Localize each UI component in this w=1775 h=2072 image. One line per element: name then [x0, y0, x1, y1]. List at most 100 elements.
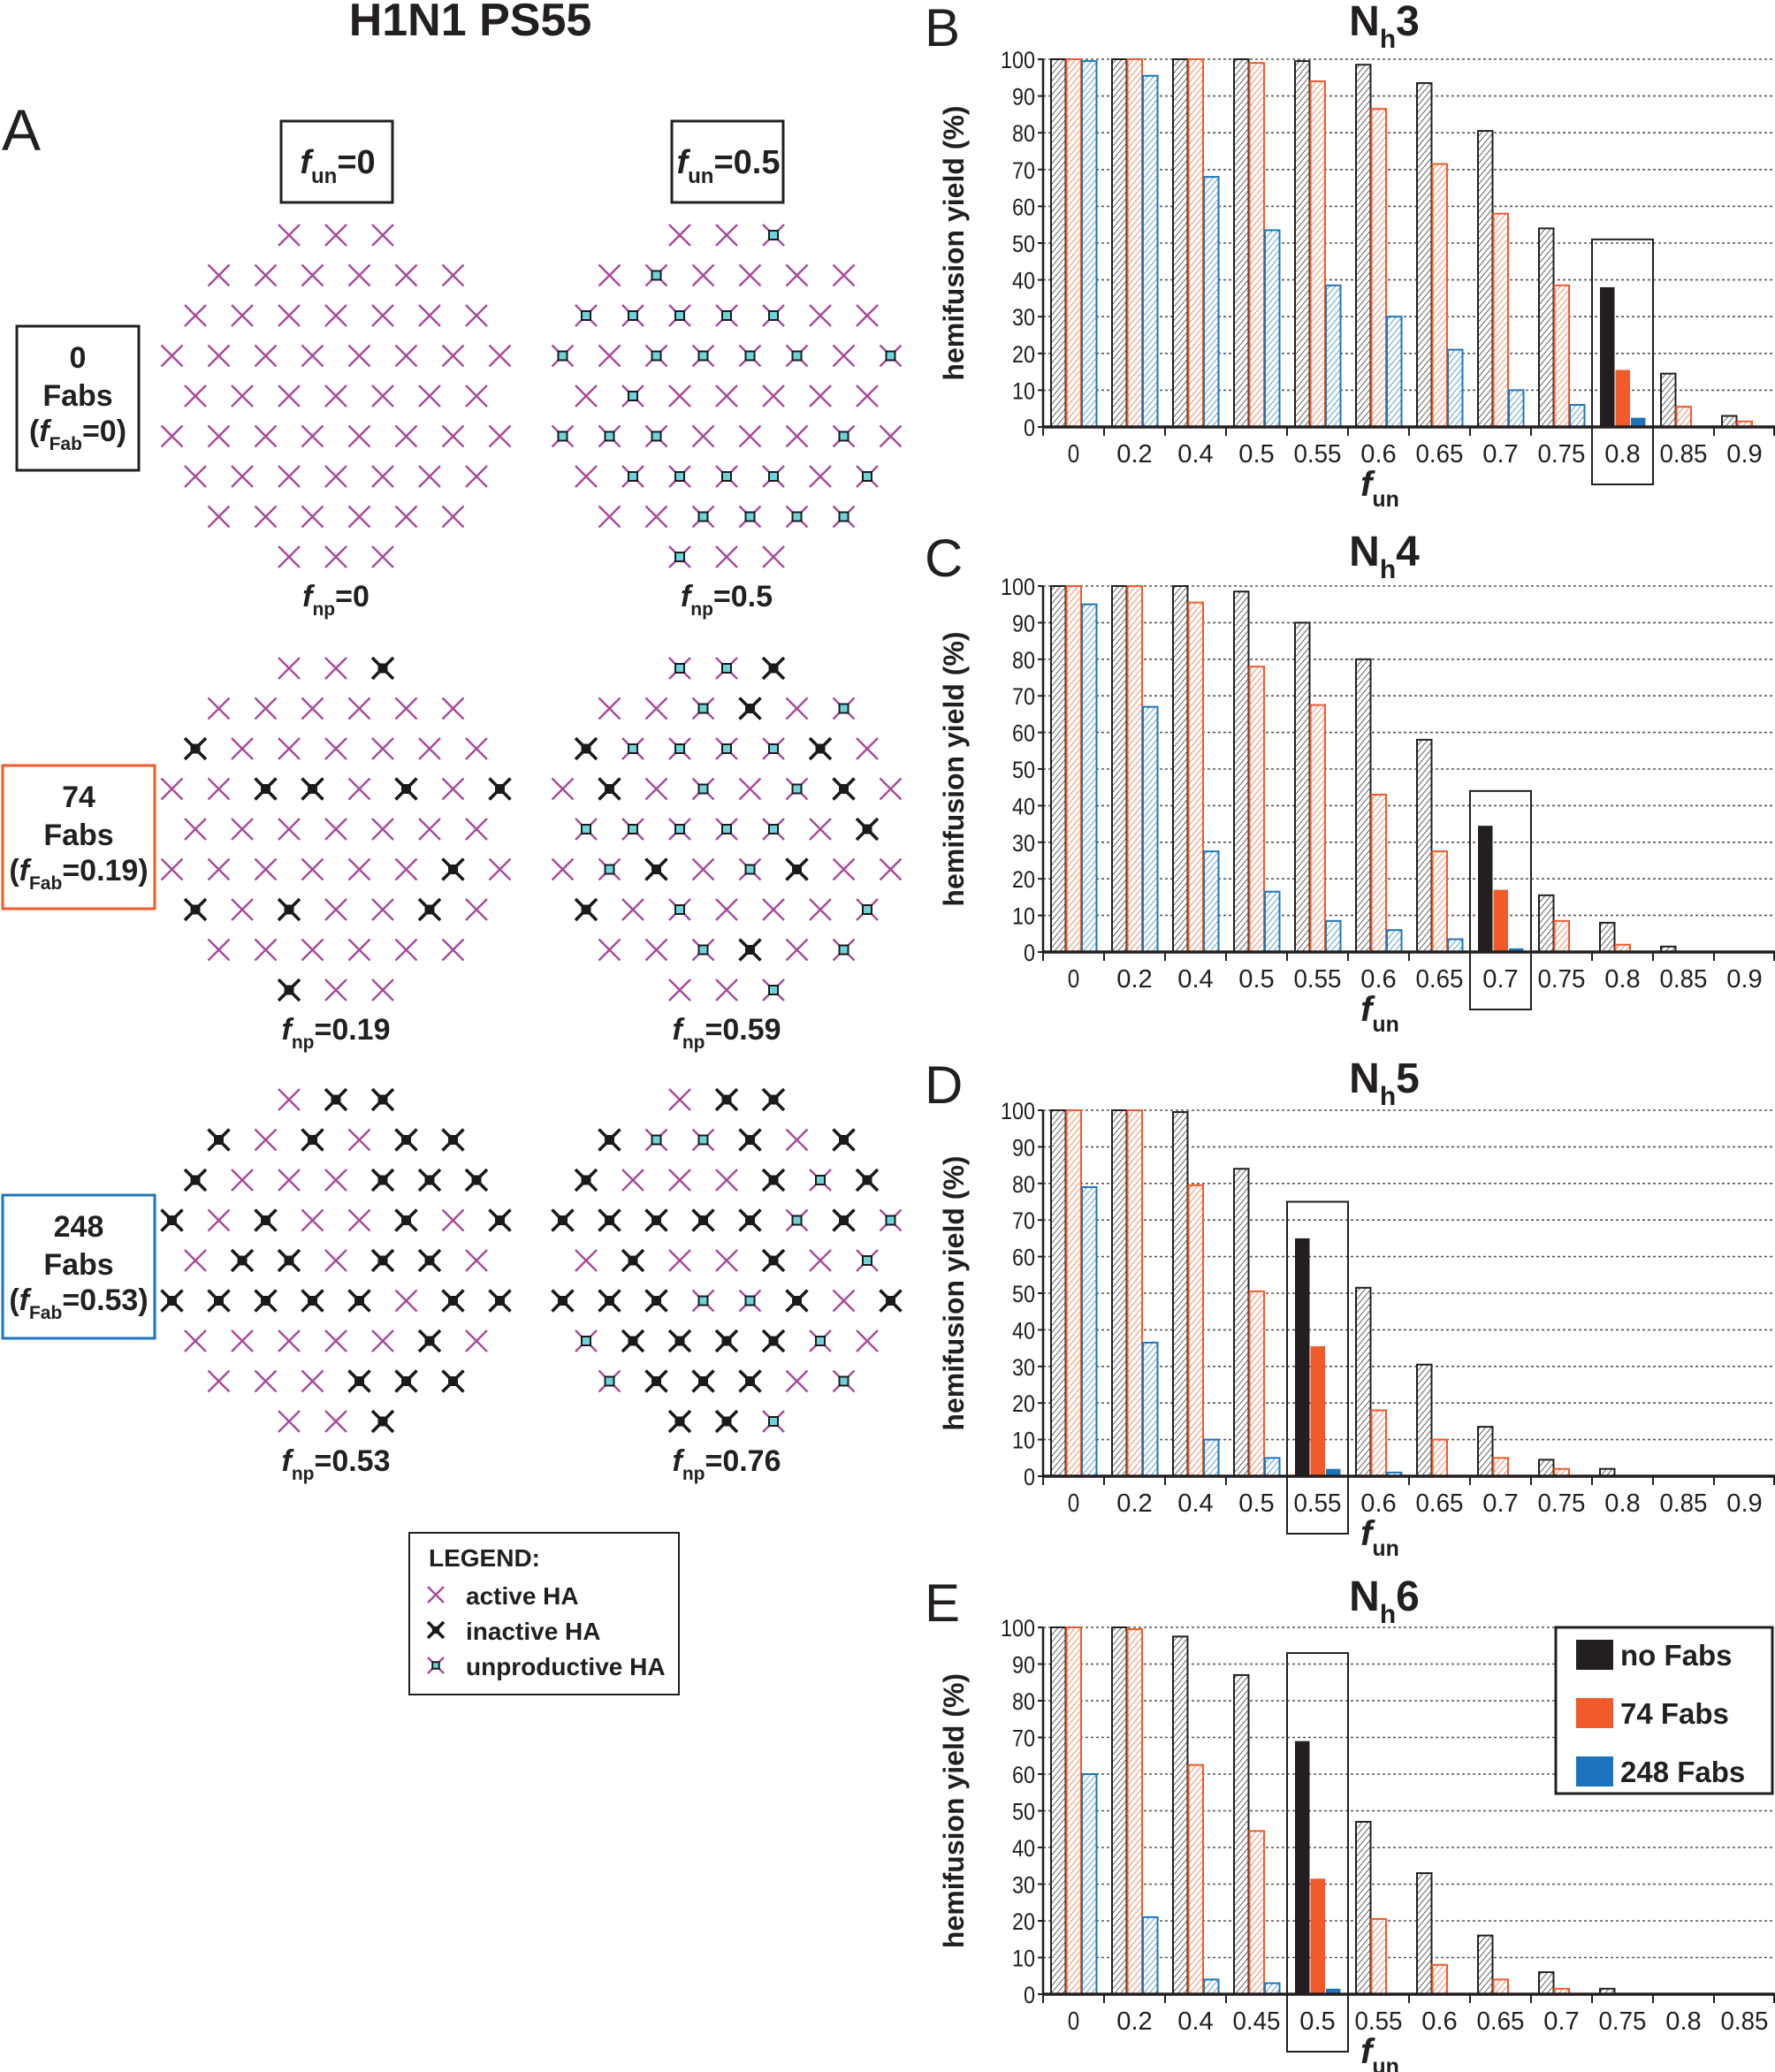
x-tick-label: 0.65: [1477, 2007, 1525, 2036]
unproductive-ha-marker: [738, 1289, 762, 1313]
panel-a-letter: A: [2, 97, 41, 163]
inactive-ha-marker: [207, 1128, 231, 1152]
active-ha-marker: [278, 304, 301, 327]
bar-74-fabs: [1065, 1626, 1082, 1995]
chart-title: Nh6: [1349, 1573, 1420, 1629]
active-ha-marker: [394, 1289, 418, 1313]
unproductive-ha-marker: [644, 424, 668, 448]
active-ha-marker: [278, 385, 301, 408]
inactive-ha-marker: [551, 1208, 575, 1232]
bar-74-fabs: [1370, 1917, 1387, 1996]
bar-no-fabs: [1355, 1286, 1372, 1478]
ffab-label-val: =0): [82, 415, 126, 448]
active-ha-marker: [184, 1329, 207, 1352]
lattice-legend: LEGEND: active HA inactive HA unproductive …: [408, 1532, 680, 1695]
bar-no-fabs: [1538, 1971, 1555, 1996]
y-tick-label: 100: [1001, 574, 1035, 600]
ha-lattice: [551, 224, 903, 568]
y-tick-label: 50: [1012, 757, 1035, 783]
inactive-ha-marker: [621, 1329, 645, 1353]
x-tick-label: 0.85: [1721, 2007, 1769, 2036]
active-ha-marker: [488, 424, 512, 448]
inactive-ha-marker: [761, 1168, 786, 1192]
fnp-label-var: f: [281, 1444, 294, 1478]
bar-74-fabs: [1492, 1457, 1509, 1478]
active-ha-marker: [347, 938, 371, 962]
x-tick-label: 0.8: [1665, 2007, 1702, 2036]
active-ha-marker: [347, 263, 371, 287]
unproductive-ha-marker: [668, 304, 691, 327]
active-ha-marker: [347, 344, 371, 368]
inactive-ha-marker: [714, 1087, 739, 1112]
ffab-label-val: =0.53): [62, 1284, 148, 1317]
inactive-ha-marker: [738, 1128, 762, 1152]
active-ha-marker: [278, 1329, 301, 1352]
x-tick-label: 0.9: [1726, 440, 1763, 468]
bar-no-fabs: [1477, 130, 1494, 428]
active-ha-marker: [160, 424, 184, 448]
active-ha-marker: [301, 938, 324, 962]
x-tick-label: 0.65: [1416, 965, 1464, 994]
x-axis-label-sub: un: [1372, 1536, 1399, 1561]
y-tick-label: 10: [1012, 1946, 1035, 1972]
unproductive-ha-marker: [832, 938, 856, 962]
unproductive-ha-marker: [691, 777, 715, 801]
x-axis-label: fun: [1360, 2032, 1399, 2072]
x-tick-label: 0.4: [1177, 2007, 1214, 2036]
active-ha-marker: [551, 857, 575, 881]
x-tick-label: 0.2: [1116, 2007, 1153, 2036]
active-ha-marker: [324, 1249, 347, 1272]
chart-title-sub: h: [1380, 555, 1396, 584]
inactive-ha-marker: [832, 777, 856, 801]
bar-248-fabs: [1142, 74, 1159, 428]
y-tick-label: 70: [1012, 683, 1035, 710]
y-tick-label: 100: [1001, 47, 1035, 73]
unproductive-ha-marker: [809, 1169, 832, 1192]
inactive-ha-marker: [417, 1329, 442, 1353]
active-ha-marker: [465, 465, 488, 488]
fnp-label: fnp=0.59: [672, 1013, 781, 1053]
x-tick-label: 0: [1068, 2007, 1080, 2036]
unproductive-ha-marker: [785, 777, 809, 801]
bar-no-fabs: [1233, 590, 1250, 954]
active-ha-marker: [324, 657, 347, 680]
inactive-ha-marker: [160, 1208, 184, 1232]
x-tick-label: 0.4: [1177, 440, 1214, 468]
active-ha-marker: [254, 857, 278, 881]
inactive-ha-marker: [738, 1208, 762, 1232]
bar-74-fabs: [1493, 889, 1508, 952]
bar-248-fabs: [1264, 1982, 1281, 1996]
y-tick-label: 100: [1001, 1615, 1035, 1642]
unproductive-ha-marker: [856, 1249, 879, 1272]
unproductive-ha-marker: [715, 737, 738, 760]
ha-lattice: [551, 1087, 903, 1434]
bar-74-fabs: [1675, 406, 1692, 428]
x-tick-label: 0.75: [1538, 440, 1586, 468]
bar-no-fabs: [1111, 585, 1128, 953]
inactive-ha-marker: [598, 1128, 621, 1152]
legend-swatch: [1576, 1640, 1613, 1670]
bar-248-fabs: [1264, 229, 1281, 428]
active-ha-marker: [832, 344, 856, 368]
bar-74-fabs: [1126, 1628, 1143, 1995]
fnp-label-val: =0.53: [314, 1444, 390, 1478]
unproductive-ha-marker: [762, 979, 785, 1002]
row-label-box: [1, 1193, 156, 1340]
x-tick-label: 0.8: [1604, 1489, 1641, 1518]
bar-no-fabs: [1538, 1459, 1555, 1477]
active-ha-marker: [762, 898, 785, 921]
active-ha-marker: [715, 545, 738, 568]
inactive-ha-marker: [832, 1128, 856, 1152]
bar-248-fabs: [1386, 929, 1403, 954]
active-ha-marker: [575, 1249, 598, 1272]
bar-no-fabs: [1233, 1673, 1250, 1995]
unproductive-ha-marker: [879, 1208, 903, 1232]
fab-count: 74: [62, 781, 95, 814]
active-ha-marker: [160, 344, 184, 368]
active-ha-marker: [184, 304, 207, 327]
bar-248-fabs: [1508, 389, 1525, 428]
bar-74-fabs: [1065, 1109, 1082, 1477]
active-ha-marker: [301, 263, 324, 287]
x-tick-label: 0.45: [1233, 2007, 1281, 2036]
chart-title-val: 6: [1396, 1573, 1420, 1620]
